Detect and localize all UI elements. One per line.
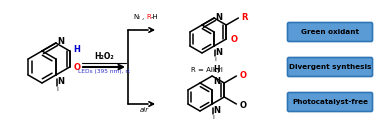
Text: H: H bbox=[213, 65, 220, 74]
Text: I: I bbox=[212, 115, 214, 120]
FancyBboxPatch shape bbox=[288, 23, 372, 42]
Text: ,: , bbox=[142, 14, 147, 20]
Text: H: H bbox=[74, 46, 81, 55]
Text: N: N bbox=[215, 48, 222, 57]
Text: -H: -H bbox=[151, 14, 159, 20]
Text: O: O bbox=[230, 34, 237, 44]
Text: R: R bbox=[242, 12, 248, 21]
Text: ₂: ₂ bbox=[138, 15, 140, 20]
Text: N: N bbox=[57, 38, 64, 46]
Text: Green oxidant: Green oxidant bbox=[301, 29, 359, 35]
Text: Photocatalyst-free: Photocatalyst-free bbox=[292, 99, 368, 105]
Text: LEDs (395 nm), rt: LEDs (395 nm), rt bbox=[78, 69, 130, 74]
Text: air: air bbox=[140, 107, 149, 113]
FancyBboxPatch shape bbox=[288, 57, 372, 77]
Text: R: R bbox=[146, 14, 151, 20]
Text: O: O bbox=[239, 70, 246, 79]
Text: N: N bbox=[213, 77, 220, 86]
Text: N: N bbox=[57, 77, 64, 86]
Text: N: N bbox=[133, 14, 138, 20]
Text: N: N bbox=[213, 106, 220, 115]
Text: I: I bbox=[214, 57, 216, 62]
Text: R = Alkyl: R = Alkyl bbox=[191, 67, 223, 73]
Text: I: I bbox=[56, 87, 58, 92]
Text: O: O bbox=[74, 62, 81, 72]
Text: O: O bbox=[239, 100, 246, 109]
Text: N: N bbox=[215, 12, 222, 21]
FancyBboxPatch shape bbox=[288, 92, 372, 111]
Text: H₂O₂: H₂O₂ bbox=[94, 52, 114, 61]
Text: Divergent synthesis: Divergent synthesis bbox=[289, 64, 371, 70]
